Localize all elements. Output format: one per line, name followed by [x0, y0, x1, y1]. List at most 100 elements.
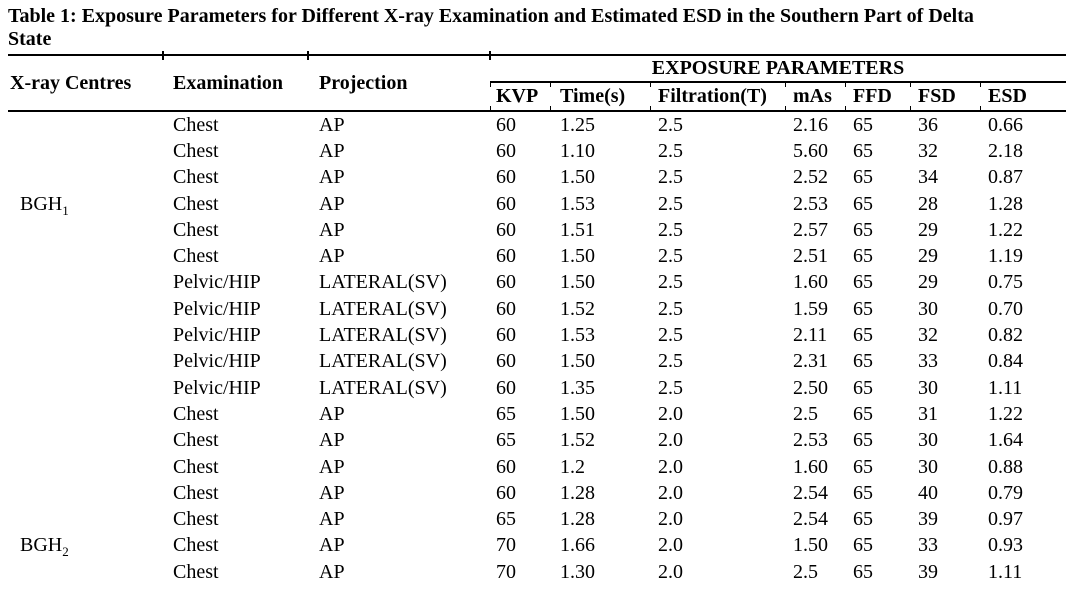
cell-xray-centre — [8, 349, 163, 375]
cell-examination: Chest — [173, 402, 219, 425]
cell-filtration: 2.5 — [658, 297, 683, 320]
cell-ffd: 65 — [853, 455, 873, 478]
cell-projection: LATERAL(SV) — [319, 376, 447, 399]
cell-ffd: 65 — [853, 481, 873, 504]
cell-filtration: 2.0 — [658, 429, 683, 452]
cell-filtration: 2.5 — [658, 324, 683, 347]
cell-filtration: 2.5 — [658, 350, 683, 373]
col-header-exposure-parameters: EXPOSURE PARAMETERS — [489, 52, 1066, 83]
cell-mas: 2.51 — [793, 245, 828, 268]
cell-esd: 1.22 — [988, 218, 1023, 241]
cell-esd: 0.82 — [988, 324, 1023, 347]
cell-xray-centre — [8, 559, 163, 585]
cell-xray-centre — [8, 428, 163, 454]
cell-xray-centre — [8, 270, 163, 296]
cell-filtration: 2.0 — [658, 560, 683, 583]
cell-examination: Chest — [173, 245, 219, 268]
cell-filtration: 2.5 — [658, 113, 683, 136]
cell-kvp: 60 — [496, 245, 516, 268]
cell-ffd: 65 — [853, 534, 873, 557]
cell-ffd: 65 — [853, 139, 873, 162]
cell-xray-centre — [8, 138, 163, 164]
exposure-parameters-table: X-ray Centres Examination Projection EXP… — [8, 52, 1066, 585]
cell-time: 1.50 — [560, 166, 595, 189]
cell-projection: AP — [319, 218, 345, 241]
cell-esd: 0.97 — [988, 508, 1023, 531]
cell-time: 1.53 — [560, 324, 595, 347]
centre-subscript: 2 — [62, 544, 69, 560]
table-row: Chest AP 60 1.2 2.0 1.60 65 30 0.88 — [8, 454, 1066, 480]
cell-projection: AP — [319, 429, 345, 452]
cell-projection: AP — [319, 139, 345, 162]
cell-filtration: 2.0 — [658, 402, 683, 425]
cell-esd: 1.19 — [988, 245, 1023, 268]
cell-filtration: 2.5 — [658, 271, 683, 294]
col-header-projection: Projection — [307, 52, 490, 112]
cell-time: 1.52 — [560, 429, 595, 452]
table-row: BGH1 Chest AP 60 1.53 2.5 2.53 65 28 1.2… — [8, 191, 1066, 217]
col-header-kvp: KVP — [489, 81, 550, 112]
cell-ffd: 65 — [853, 376, 873, 399]
table-row: Chest AP 65 1.50 2.0 2.5 65 31 1.22 — [8, 401, 1066, 427]
cell-examination: Chest — [173, 218, 219, 241]
cell-time: 1.28 — [560, 508, 595, 531]
cell-examination: Chest — [173, 113, 219, 136]
cell-kvp: 60 — [496, 139, 516, 162]
cell-projection: AP — [319, 560, 345, 583]
table-row: BGH2 Chest AP 70 1.66 2.0 1.50 65 33 0.9… — [8, 533, 1066, 559]
cell-kvp: 60 — [496, 218, 516, 241]
table-row: Chest AP 60 1.50 2.5 2.51 65 29 1.19 — [8, 243, 1066, 269]
cell-ffd: 65 — [853, 324, 873, 347]
cell-ffd: 65 — [853, 297, 873, 320]
cell-ffd: 65 — [853, 350, 873, 373]
cell-filtration: 2.5 — [658, 192, 683, 215]
cell-esd: 0.70 — [988, 297, 1023, 320]
cell-kvp: 70 — [496, 560, 516, 583]
table-row: Chest AP 65 1.52 2.0 2.53 65 30 1.64 — [8, 428, 1066, 454]
cell-esd: 0.84 — [988, 350, 1023, 373]
cell-esd: 1.28 — [988, 192, 1023, 215]
cell-xray-centre: BGH1 — [8, 191, 163, 217]
cell-mas: 2.50 — [793, 376, 828, 399]
cell-examination: Pelvic/HIP — [173, 271, 261, 294]
cell-time: 1.51 — [560, 218, 595, 241]
cell-fsd: 33 — [918, 350, 938, 373]
cell-esd: 1.11 — [988, 560, 1023, 583]
cell-esd: 1.22 — [988, 402, 1023, 425]
cell-esd: 0.87 — [988, 166, 1023, 189]
cell-time: 1.2 — [560, 455, 585, 478]
cell-examination: Pelvic/HIP — [173, 376, 261, 399]
cell-mas: 2.54 — [793, 508, 828, 531]
cell-time: 1.10 — [560, 139, 595, 162]
cell-kvp: 70 — [496, 534, 516, 557]
cell-examination: Chest — [173, 455, 219, 478]
cell-examination: Chest — [173, 508, 219, 531]
table-caption-line2: State — [8, 28, 52, 50]
cell-fsd: 31 — [918, 402, 938, 425]
cell-esd: 1.64 — [988, 429, 1023, 452]
cell-ffd: 65 — [853, 429, 873, 452]
cell-projection: AP — [319, 481, 345, 504]
cell-projection: LATERAL(SV) — [319, 297, 447, 320]
cell-filtration: 2.0 — [658, 534, 683, 557]
cell-filtration: 2.5 — [658, 376, 683, 399]
cell-mas: 1.60 — [793, 455, 828, 478]
cell-filtration: 2.5 — [658, 218, 683, 241]
table-row: Chest AP 70 1.30 2.0 2.5 65 39 1.11 — [8, 559, 1066, 585]
cell-xray-centre — [8, 506, 163, 532]
table-row: Chest AP 60 1.10 2.5 5.60 65 32 2.18 — [8, 138, 1066, 164]
cell-xray-centre — [8, 243, 163, 269]
col-header-time: Time(s) — [549, 81, 650, 112]
cell-projection: AP — [319, 455, 345, 478]
cell-projection: AP — [319, 245, 345, 268]
cell-kvp: 60 — [496, 481, 516, 504]
cell-fsd: 36 — [918, 113, 938, 136]
cell-projection: AP — [319, 113, 345, 136]
cell-ffd: 65 — [853, 113, 873, 136]
cell-fsd: 39 — [918, 560, 938, 583]
cell-kvp: 60 — [496, 113, 516, 136]
cell-time: 1.52 — [560, 297, 595, 320]
cell-xray-centre — [8, 375, 163, 401]
cell-time: 1.30 — [560, 560, 595, 583]
cell-filtration: 2.0 — [658, 481, 683, 504]
